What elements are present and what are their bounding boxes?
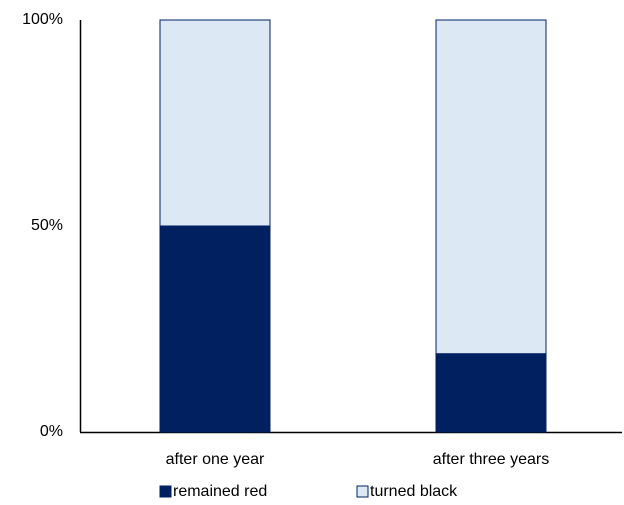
x-tick-label: after one year [166,451,265,468]
legend-swatch [159,485,172,498]
bar-segment [435,19,547,355]
x-tick-label: after three years [433,451,550,468]
y-tick-label: 0% [40,423,63,440]
bar-segment [159,225,271,433]
bar-segment [159,19,271,227]
legend-label: turned black [370,483,458,500]
bar-segment [435,353,547,433]
legend-label: remained red [173,483,267,500]
y-tick-label: 100% [22,11,63,28]
y-tick-label: 50% [31,217,63,234]
legend-swatch [356,485,369,498]
